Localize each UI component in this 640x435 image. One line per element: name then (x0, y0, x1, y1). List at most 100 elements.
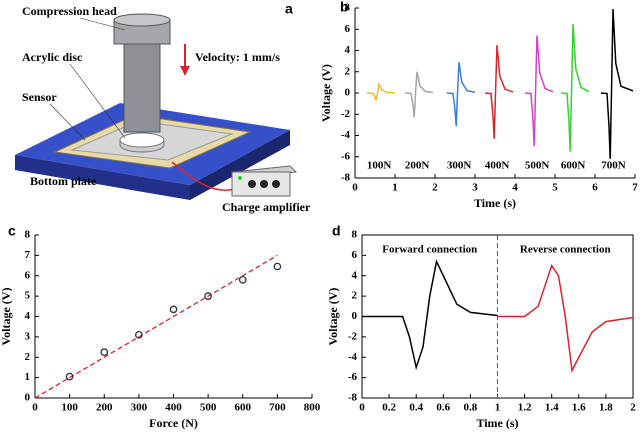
y-tick-label: 8 (25, 229, 31, 241)
data-line (446, 62, 476, 126)
x-tick-label: 2 (432, 182, 438, 194)
y-axis-label: Voltage (V) (326, 288, 340, 346)
data-line (600, 9, 634, 159)
y-tick-label: 2 (25, 351, 31, 363)
data-line (366, 82, 396, 101)
panel-letter: b (340, 0, 349, 15)
x-axis-label: Force (N) (149, 416, 198, 430)
x-tick-label: 0.8 (464, 402, 478, 414)
diagram: Compression head Velocity: 1 mm/s Acryli… (15, 1, 311, 214)
y-tick-label: 1 (25, 371, 31, 383)
compression-rod (123, 39, 161, 133)
x-tick-label: 0.2 (382, 402, 396, 414)
y-tick-label: -2 (348, 330, 358, 342)
y-tick-label: 8 (345, 2, 351, 14)
data-line (362, 259, 498, 371)
data-line (560, 23, 590, 152)
leader (69, 63, 126, 139)
label: Velocity: 1 mm/s (195, 50, 280, 64)
label: Compression head (22, 4, 117, 18)
y-tick-label: 2 (352, 290, 358, 302)
x-tick-label: 2 (630, 402, 636, 414)
x-tick-label: 100 (61, 402, 78, 414)
x-tick-label: 300 (131, 402, 148, 414)
y-tick-label: 6 (25, 269, 31, 281)
series-label: 300N (447, 160, 472, 172)
y-tick-label: 8 (352, 229, 358, 241)
data-line (404, 71, 434, 118)
leader (49, 103, 86, 141)
y-tick-label: 4 (345, 44, 351, 56)
plate-side (190, 130, 290, 200)
point (135, 330, 143, 339)
x-tick-label: 5 (552, 182, 558, 194)
x-tick-label: 1.8 (599, 402, 613, 414)
y-tick-label: 6 (345, 23, 351, 35)
x-tick-label: 400 (165, 402, 182, 414)
y-tick-label: 4 (25, 310, 31, 322)
arrow-head (180, 66, 190, 76)
y-tick-label: 5 (25, 290, 31, 302)
y-tick-label: 3 (25, 330, 31, 342)
x-tick-label: 7 (632, 182, 638, 194)
x-tick-label: 500 (200, 402, 217, 414)
point (65, 372, 74, 381)
leader (79, 17, 126, 31)
y-axis-label: Voltage (V) (319, 64, 333, 122)
label: Bottom plate (30, 174, 97, 188)
x-tick-label: 6 (592, 182, 598, 194)
series-label: 100N (367, 160, 392, 172)
panel-letter: d (332, 223, 341, 239)
y-tick-label: 6 (352, 249, 358, 261)
data-line (524, 35, 554, 147)
y-tick-label: -8 (348, 392, 358, 404)
y-tick-label: -8 (341, 172, 351, 184)
x-tick-label: 0 (352, 182, 358, 194)
y-tick-label: -4 (341, 129, 351, 141)
x-tick-label: 0.6 (436, 402, 450, 414)
x-tick-label: 3 (472, 182, 478, 194)
y-tick-label: -6 (348, 371, 358, 383)
head-top (113, 13, 171, 27)
series-label: 400N (485, 160, 510, 172)
y-tick-label: -6 (341, 150, 351, 162)
knob (272, 180, 280, 188)
x-tick-label: 4 (512, 182, 518, 194)
panel-letter: a (285, 1, 293, 17)
y-tick-label: 0 (352, 310, 358, 322)
annotation: Reverse connection (520, 244, 611, 256)
data-line (484, 45, 514, 139)
y-tick-label: 0 (345, 87, 351, 99)
acrylic-disc (119, 132, 165, 148)
y-tick-label: 2 (345, 65, 351, 77)
series-label: 500N (525, 160, 550, 172)
x-tick-label: 200 (96, 402, 113, 414)
annotation: Forward connection (382, 244, 477, 256)
point (273, 262, 282, 271)
x-tick-label: 0 (32, 402, 38, 414)
x-tick-label: 1.2 (518, 402, 532, 414)
x-axis-label: Time (s) (476, 416, 518, 430)
knob (260, 180, 268, 188)
y-tick-label: -2 (341, 108, 351, 120)
fit-line (34, 254, 278, 399)
knob (248, 180, 256, 188)
label: Sensor (22, 90, 57, 104)
x-tick-label: 800 (304, 402, 321, 414)
y-tick-label: 7 (25, 249, 31, 261)
x-tick-label: 1 (495, 402, 501, 414)
y-tick-label: 0 (25, 392, 31, 404)
series-label: 200N (405, 160, 430, 172)
x-tick-label: 600 (235, 402, 252, 414)
label: Charge amplifier (222, 200, 311, 214)
x-tick-label: 1.4 (545, 402, 559, 414)
chart: d -8 -6 -4 -2 0 2 4 6 8 0 0.2 0.4 0.6 0.8 1 1.2 1.4 1.6 1.8… (326, 223, 637, 430)
x-tick-label: 0 (359, 402, 365, 414)
chart: b -8 -6 -4 -2 0 2 4 6 8 0 1 2 3 4 5 6 7 Time (s) Voltage (V… (319, 0, 639, 210)
series-label: 700N (601, 160, 626, 172)
x-tick-label: 1.6 (572, 402, 586, 414)
point (169, 305, 178, 314)
point (238, 275, 247, 284)
y-tick-label: 4 (352, 269, 358, 281)
